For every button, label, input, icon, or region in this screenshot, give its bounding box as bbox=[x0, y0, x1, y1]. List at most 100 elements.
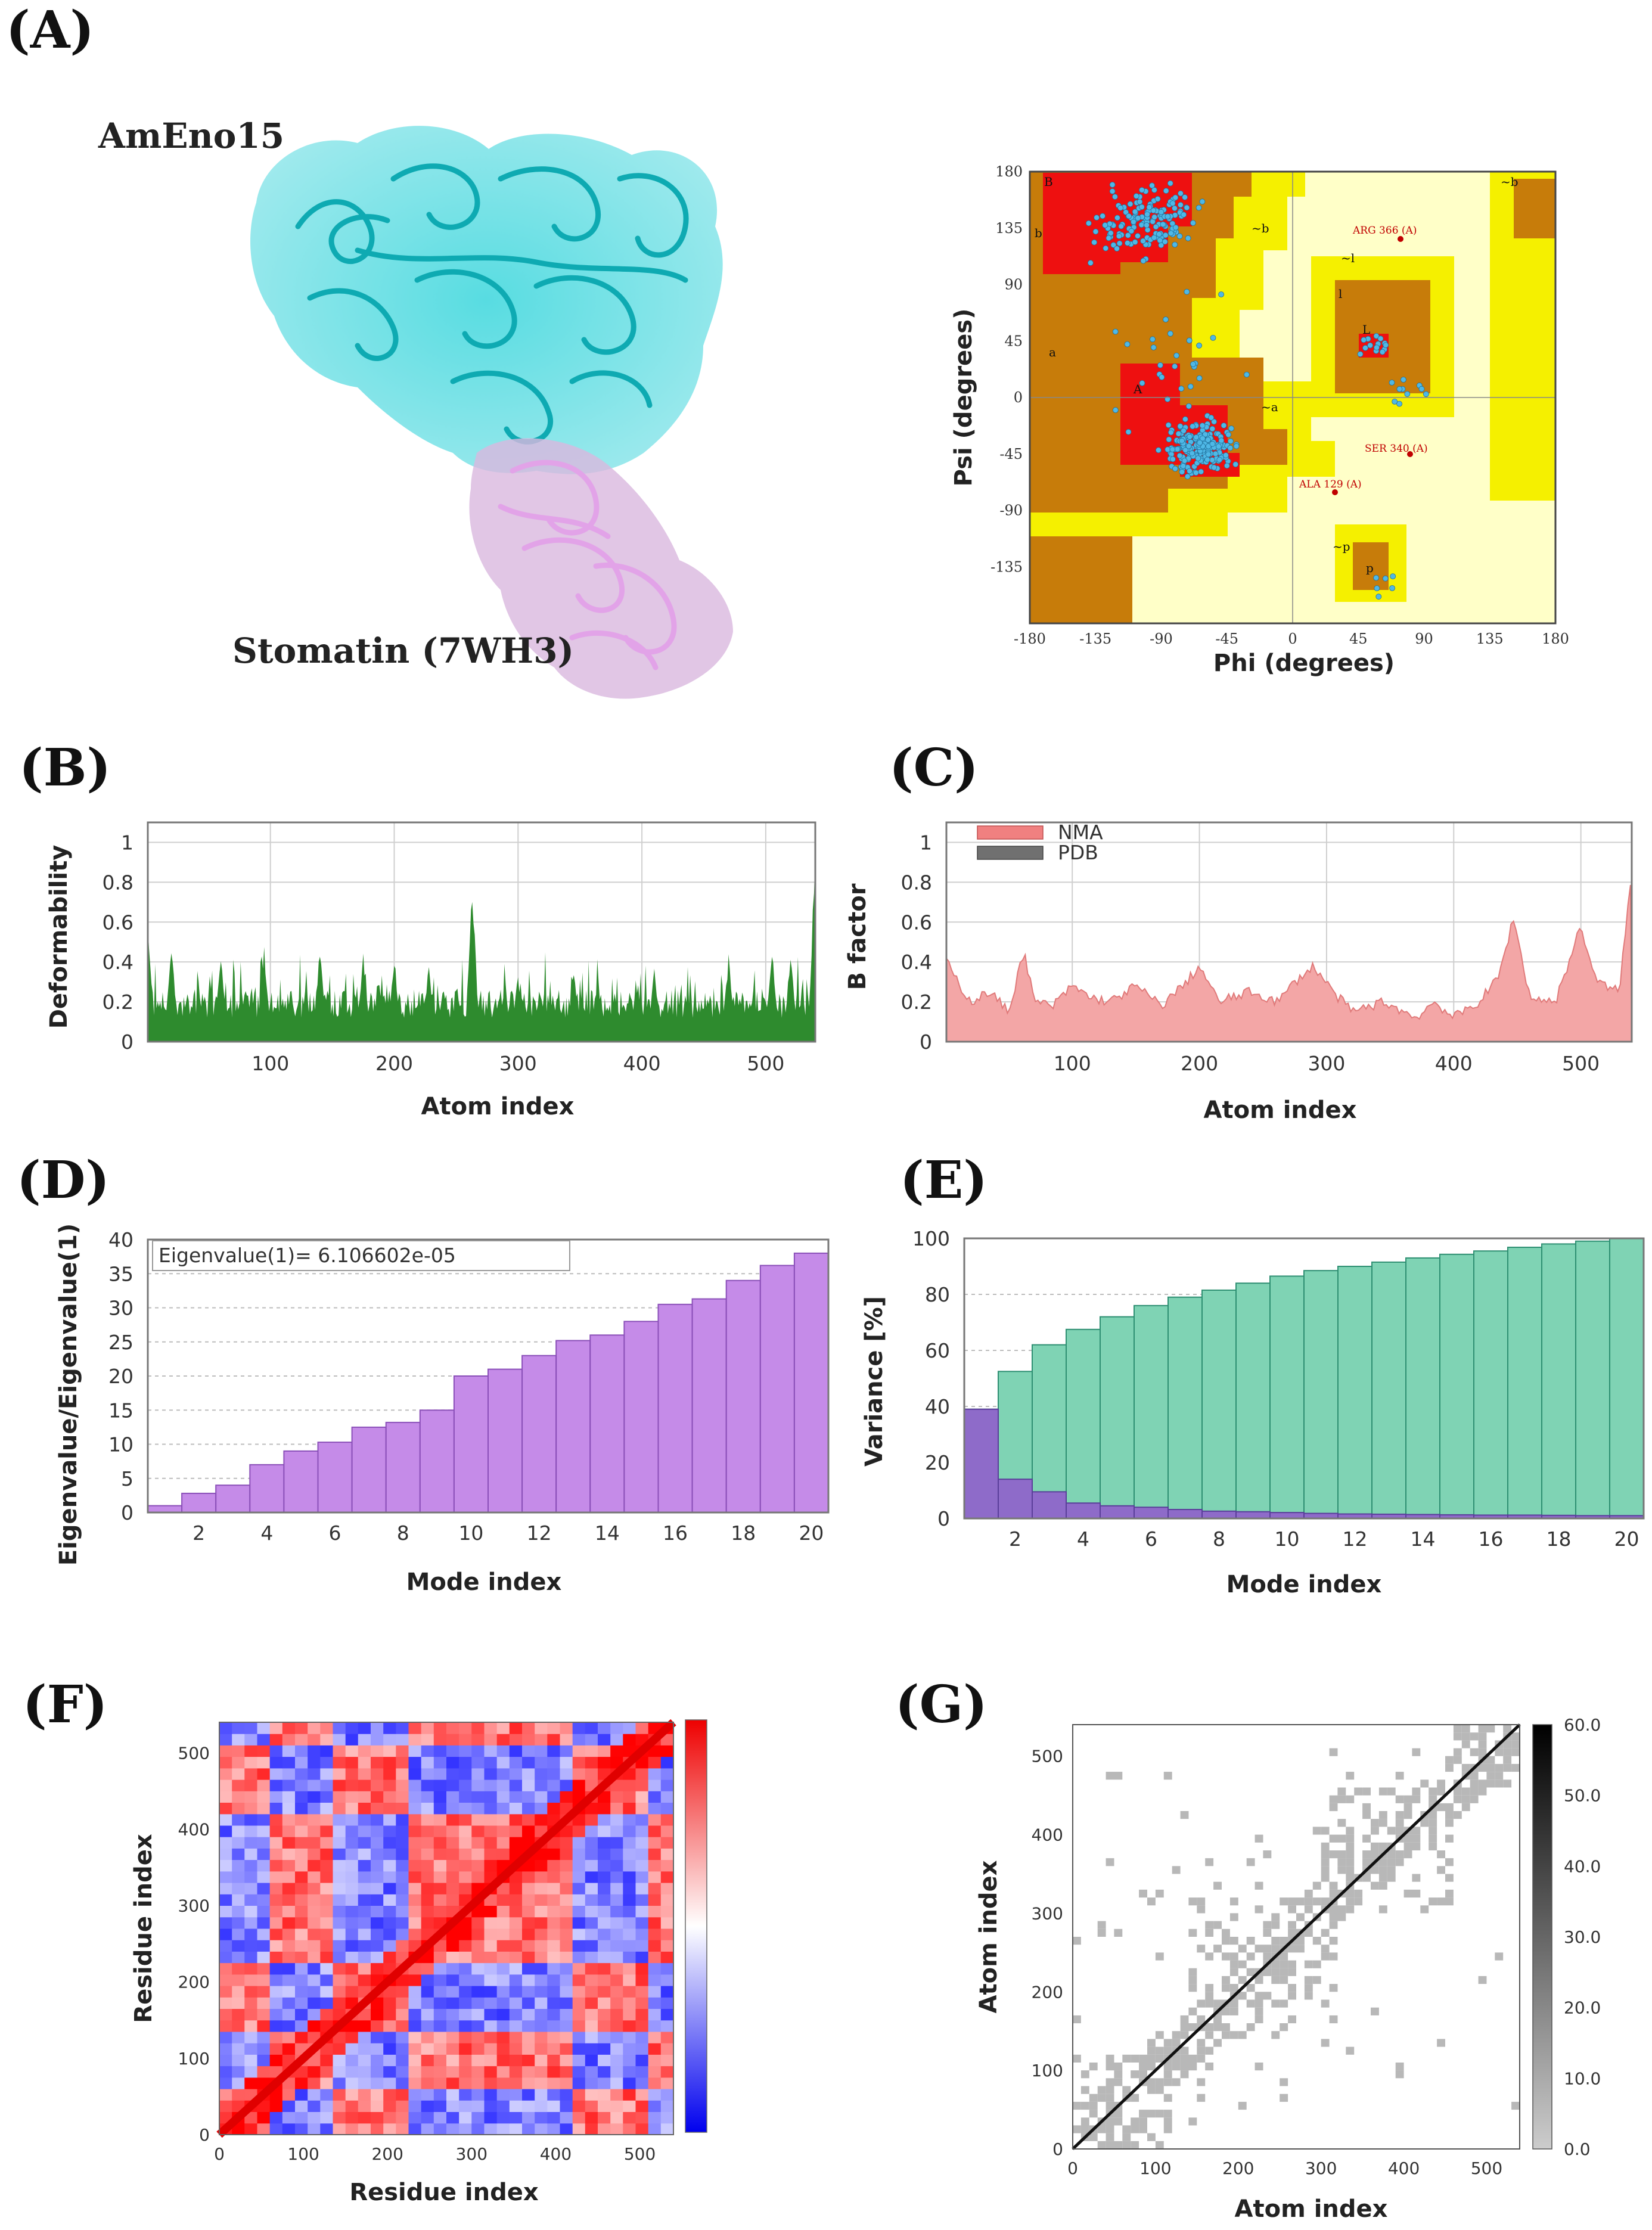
covariance-cell bbox=[282, 2043, 296, 2055]
elastic-network-cell bbox=[1106, 2063, 1114, 2071]
covariance-cell bbox=[560, 1951, 573, 1964]
covariance-cell bbox=[219, 1951, 232, 1964]
elastic-network-cell bbox=[1280, 1968, 1288, 1976]
y-tick-label: 100 bbox=[1032, 2061, 1063, 2080]
covariance-cell bbox=[496, 1974, 510, 1986]
covariance-cell bbox=[358, 2043, 371, 2055]
elastic-network-cell bbox=[1403, 1803, 1412, 1812]
covariance-cell bbox=[421, 1894, 434, 1906]
elastic-network-cell bbox=[1122, 2125, 1131, 2133]
covariance-cell bbox=[623, 1813, 636, 1826]
covariance-cell bbox=[396, 1802, 409, 1815]
covariance-cell bbox=[269, 1997, 283, 2009]
covariance-cell bbox=[433, 2123, 447, 2135]
elastic-network-cell bbox=[1097, 1921, 1106, 1929]
eigenvalue-bar bbox=[147, 1505, 183, 1514]
rama-residue-point bbox=[1132, 239, 1138, 246]
covariance-cell bbox=[308, 2077, 321, 2089]
covariance-cell bbox=[560, 1883, 573, 1894]
covariance-cell bbox=[446, 1986, 459, 1998]
elastic-network-cell bbox=[1288, 1905, 1296, 1914]
bfactor-x-axis-title: Atom index bbox=[1204, 1097, 1357, 1124]
covariance-cell bbox=[371, 2089, 384, 2101]
covariance-cell bbox=[421, 1734, 434, 1746]
covariance-cell bbox=[446, 1802, 459, 1815]
covariance-cell bbox=[648, 2077, 662, 2089]
covariance-cell bbox=[269, 1859, 283, 1872]
eigenvalue-bar bbox=[385, 1421, 421, 1513]
covariance-cell bbox=[308, 1905, 321, 1918]
covariance-cell bbox=[282, 2100, 296, 2112]
covariance-cell bbox=[560, 1940, 573, 1952]
covariance-cell bbox=[610, 2008, 623, 2021]
elastic-network-cell bbox=[1263, 1921, 1272, 1929]
covariance-cell bbox=[396, 1917, 409, 1929]
covariance-cell bbox=[433, 1756, 447, 1769]
covariance-cell bbox=[333, 2111, 346, 2124]
elastic-network-cell bbox=[1238, 1976, 1247, 1984]
covariance-cell bbox=[459, 1951, 472, 1964]
covariance-cell bbox=[547, 1848, 560, 1861]
rama-outlier-point bbox=[1407, 451, 1413, 457]
covariance-cell bbox=[433, 1859, 447, 1872]
covariance-cell bbox=[635, 1768, 649, 1780]
covariance-cell bbox=[660, 1734, 674, 1746]
covariance-cell bbox=[333, 1768, 346, 1780]
covariance-cell bbox=[308, 1813, 321, 1826]
covariance-cell bbox=[383, 1917, 396, 1929]
elastic-network-cell bbox=[1337, 1913, 1346, 1921]
elastic-network-cell bbox=[1180, 2070, 1189, 2079]
covariance-cell bbox=[269, 1940, 283, 1952]
y-tick-label: 0 bbox=[1052, 2139, 1063, 2159]
rama-residue-point bbox=[1202, 431, 1209, 437]
covariance-cell bbox=[269, 1883, 283, 1894]
elastic-network-cell bbox=[1429, 1842, 1437, 1850]
covariance-cell bbox=[635, 1997, 649, 2009]
covariance-cell bbox=[232, 1859, 245, 1872]
covariance-cell bbox=[496, 1722, 510, 1734]
covariance-cell bbox=[660, 1859, 674, 1872]
covariance-cell bbox=[383, 1734, 396, 1746]
covariance-cell bbox=[433, 1813, 447, 1826]
covariance-cell bbox=[471, 1986, 485, 1998]
rama-residue-point bbox=[1151, 214, 1157, 220]
deformability-x-axis-title: Atom index bbox=[421, 1093, 575, 1120]
y-tick-label: 0.6 bbox=[901, 911, 932, 934]
elastic-network-cell bbox=[1312, 1976, 1321, 1984]
y-tick-label: 200 bbox=[1032, 1982, 1063, 2002]
covariance-cell bbox=[522, 1734, 535, 1746]
elastic-network-cell bbox=[1321, 1897, 1330, 1906]
rama-residue-point bbox=[1144, 211, 1150, 218]
covariance-cell bbox=[623, 1928, 636, 1940]
rama-residue-point bbox=[1199, 423, 1206, 428]
covariance-cell bbox=[660, 1894, 674, 1906]
covariance-cell bbox=[282, 1997, 296, 2009]
elastic-network-cell bbox=[1246, 1984, 1255, 1992]
elastic-network-cell bbox=[1213, 1881, 1222, 1890]
covariance-cell bbox=[446, 2032, 459, 2043]
covariance-cell bbox=[660, 2077, 674, 2089]
covariance-cell bbox=[232, 1722, 245, 1734]
covariance-cell bbox=[282, 1962, 296, 1975]
covariance-cell bbox=[522, 1917, 535, 1929]
eigenvalue-bars bbox=[147, 1252, 830, 1514]
rama-residue-point bbox=[1382, 575, 1389, 582]
covariance-cell bbox=[282, 1722, 296, 1734]
covariance-cell bbox=[433, 1768, 447, 1780]
rama-region-letter: A bbox=[1133, 382, 1142, 396]
covariance-cell bbox=[269, 1802, 283, 1815]
covariance-cell bbox=[484, 1837, 498, 1849]
covariance-cell bbox=[383, 2077, 396, 2089]
covariance-cell bbox=[244, 1837, 257, 1849]
covariance-cell bbox=[345, 1962, 359, 1975]
covariance-cell bbox=[509, 1894, 523, 1906]
covariance-cell bbox=[345, 1905, 359, 1918]
rama-residue-point bbox=[1169, 200, 1176, 207]
eigenvalue-annotation-box bbox=[152, 1240, 570, 1271]
covariance-cell bbox=[522, 1813, 535, 1826]
elastic-network-cell bbox=[1106, 2086, 1114, 2094]
elastic-network-cell bbox=[1387, 1827, 1396, 1835]
covariance-cell bbox=[244, 1905, 257, 1918]
elastic-network-cell bbox=[1346, 2046, 1355, 2055]
covariance-cell bbox=[269, 1745, 283, 1757]
